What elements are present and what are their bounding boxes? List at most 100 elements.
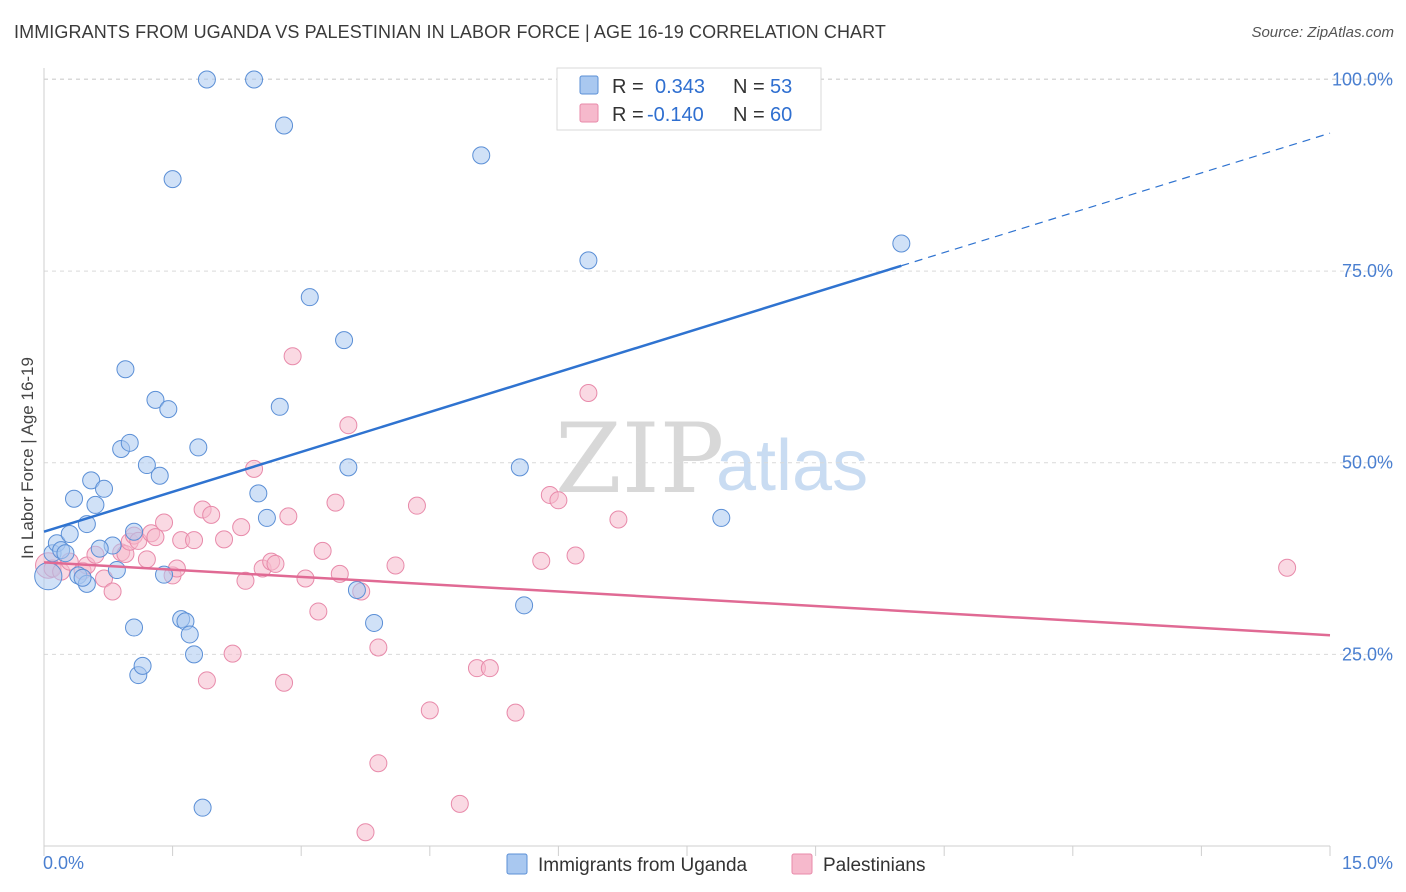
y-tick-label-75: 75.0%: [1342, 261, 1393, 281]
palestinians-point-34: [279, 507, 298, 526]
uganda-point-6: [65, 489, 84, 508]
stats-r-value-uganda: 0.343: [655, 76, 705, 98]
uganda-point-37: [257, 508, 276, 527]
uganda-point-31: [185, 645, 204, 664]
stats-box-frame: [556, 67, 822, 131]
palestinians-point-37: [309, 602, 328, 621]
gridlines: [44, 78, 1392, 655]
uganda-points: [34, 70, 911, 817]
palestinians-point-47: [407, 496, 426, 515]
uganda-point-45: [472, 146, 491, 165]
x-axis-ticks: [43, 846, 1331, 856]
uganda-trend-line: [43, 264, 902, 533]
uganda-point-12: [95, 479, 114, 498]
palestinians-point-26: [223, 644, 242, 663]
uganda-point-24: [150, 466, 169, 485]
y-tick-label-50: 50.0%: [1342, 453, 1393, 473]
palestinians-point-21: [185, 531, 204, 550]
palestinians-trend-line: [43, 561, 1331, 637]
palestinians-point-28: [236, 571, 255, 590]
y-axis-tick-labels: 25.0% 50.0% 75.0% 100.0%: [1332, 69, 1393, 664]
uganda-point-30: [180, 625, 199, 644]
palestinians-point-35: [283, 347, 302, 366]
palestinians-point-8: [103, 582, 122, 601]
stats-r-label-uganda: R =: [612, 76, 644, 98]
uganda-point-35: [245, 70, 264, 89]
palestinians-point-53: [532, 551, 551, 570]
uganda-point-42: [339, 458, 358, 477]
chart-title: IMMIGRANTS FROM UGANDA VS PALESTINIAN IN…: [14, 22, 887, 42]
uganda-point-36: [249, 484, 268, 503]
palestinians-point-56: [566, 546, 585, 565]
legend-swatch-uganda: [506, 853, 528, 875]
palestinians-point-46: [386, 556, 405, 575]
uganda-trend-extension: [901, 132, 1331, 267]
watermark-atlas: atlas: [716, 426, 868, 506]
watermark: ZIP atlas: [555, 403, 868, 515]
uganda-point-47: [515, 596, 534, 615]
uganda-point-41: [335, 331, 354, 350]
palestinians-point-59: [1278, 558, 1297, 577]
uganda-point-21: [133, 656, 152, 675]
palestinians-point-32: [266, 554, 285, 573]
uganda-point-4: [56, 544, 75, 563]
stats-r-value-palestinians: -0.140: [647, 104, 704, 126]
uganda-point-18: [125, 618, 144, 637]
stats-n-value-palestinians: 60: [770, 104, 792, 126]
legend-label-uganda: Immigrants from Uganda: [538, 855, 748, 876]
uganda-point-43: [347, 580, 366, 599]
uganda-point-22: [137, 456, 156, 475]
uganda-point-33: [193, 798, 212, 817]
palestinians-point-25: [215, 530, 234, 549]
watermark-zip: ZIP: [555, 403, 724, 515]
palestinians-point-44: [369, 754, 388, 773]
palestinians-point-55: [549, 491, 568, 510]
stats-n-value-uganda: 53: [770, 76, 792, 98]
stats-r-label-palestinians: R =: [612, 104, 644, 126]
stats-n-label-palestinians: N =: [733, 104, 765, 126]
uganda-point-23: [146, 390, 165, 409]
palestinians-point-23: [197, 671, 216, 690]
palestinians-point-41: [339, 416, 358, 435]
palestinians-point-49: [450, 794, 469, 813]
y-tick-label-100: 100.0%: [1332, 69, 1393, 89]
uganda-point-32: [189, 438, 208, 457]
stats-n-label-uganda: N =: [733, 76, 765, 98]
palestinians-point-38: [313, 541, 332, 560]
y-tick-label-25: 25.0%: [1342, 644, 1393, 664]
palestinians-point-33: [275, 673, 294, 692]
uganda-point-51: [73, 568, 92, 587]
uganda-point-48: [579, 251, 598, 270]
uganda-point-34: [197, 70, 216, 89]
x-tick-label-max: 15.0%: [1342, 853, 1393, 873]
palestinians-point-17: [155, 513, 174, 532]
uganda-point-17: [125, 522, 144, 541]
palestinians-point-48: [420, 701, 439, 720]
palestinians-point-27: [232, 518, 251, 537]
uganda-point-52: [90, 539, 109, 558]
trend-lines: [43, 132, 1331, 637]
source-credit: Source: ZipAtlas.com: [1251, 24, 1394, 41]
uganda-point-14: [107, 561, 126, 580]
palestinians-point-14: [137, 550, 156, 569]
uganda-point-16: [116, 360, 135, 379]
palestinians-point-57: [579, 383, 598, 402]
stats-swatch-uganda: [579, 75, 599, 95]
uganda-point-0: [34, 562, 63, 591]
palestinians-point-7: [95, 569, 114, 588]
palestinians-point-51: [480, 659, 499, 678]
uganda-point-5: [60, 525, 79, 544]
uganda-point-40: [300, 288, 319, 307]
palestinians-point-16: [146, 528, 165, 547]
palestinians-point-24: [202, 505, 221, 524]
uganda-point-44: [365, 613, 384, 632]
uganda-point-46: [510, 458, 529, 477]
palestinians-point-52: [506, 703, 525, 722]
uganda-point-11: [86, 495, 105, 514]
uganda-point-19: [120, 433, 139, 452]
legend: Immigrants from Uganda Palestinians: [506, 853, 925, 876]
legend-swatch-palestinians: [791, 853, 813, 875]
uganda-point-26: [159, 400, 178, 419]
legend-label-palestinians: Palestinians: [823, 855, 925, 876]
